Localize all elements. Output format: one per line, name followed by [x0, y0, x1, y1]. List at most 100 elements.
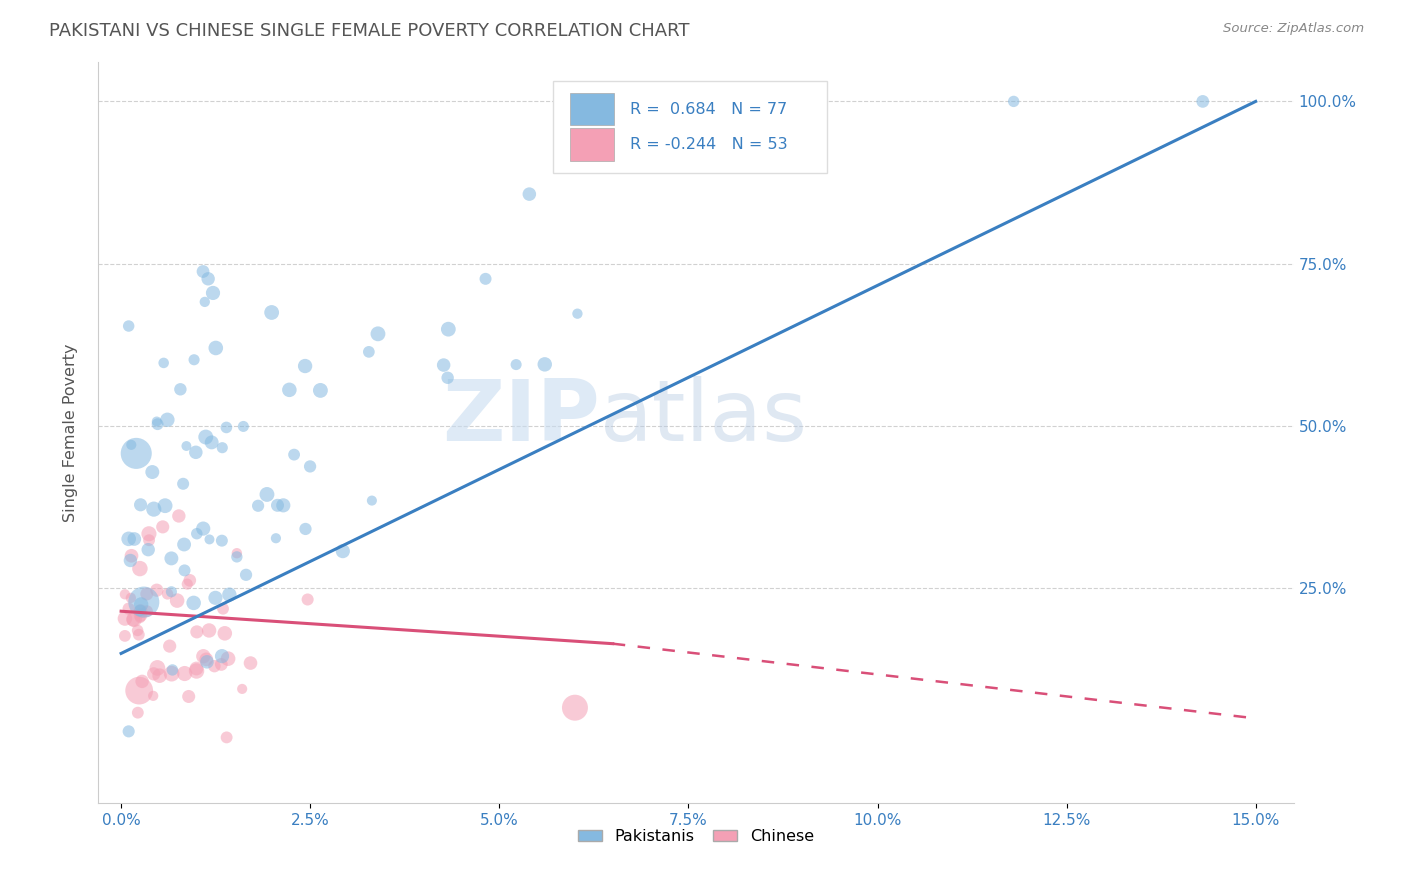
Point: [186, 624, 208, 639]
Text: R =  0.684   N = 77: R = 0.684 N = 77: [630, 102, 787, 117]
Point: [217, 651, 239, 665]
Point: [127, 624, 149, 638]
Point: [166, 593, 188, 607]
Point: [136, 542, 159, 557]
Point: [132, 595, 155, 609]
Point: [129, 498, 152, 512]
Point: [167, 508, 190, 523]
Point: [176, 577, 198, 591]
Point: [156, 413, 179, 427]
Point: [169, 382, 191, 396]
Point: [201, 285, 224, 300]
Point: [173, 666, 195, 681]
FancyBboxPatch shape: [571, 93, 613, 126]
Point: [436, 371, 458, 385]
Point: [214, 626, 236, 640]
Point: [114, 587, 136, 601]
Point: [142, 666, 165, 681]
FancyBboxPatch shape: [553, 81, 827, 173]
Point: [127, 706, 149, 720]
Point: [162, 663, 184, 677]
Point: [152, 356, 174, 370]
Point: [159, 639, 181, 653]
Point: [360, 493, 382, 508]
Point: [266, 498, 288, 512]
Point: [231, 681, 253, 696]
Point: [186, 664, 208, 678]
Text: Source: ZipAtlas.com: Source: ZipAtlas.com: [1223, 22, 1364, 36]
Point: [209, 657, 232, 672]
Point: [474, 272, 496, 286]
Point: [239, 656, 262, 670]
Point: [128, 683, 150, 698]
Point: [225, 546, 247, 560]
Point: [146, 661, 169, 675]
Point: [156, 587, 179, 601]
Point: [129, 604, 152, 618]
Point: [120, 438, 142, 452]
Point: [153, 499, 176, 513]
Text: atlas: atlas: [600, 376, 808, 459]
Point: [145, 583, 167, 598]
Point: [121, 549, 143, 563]
Point: [294, 359, 316, 373]
Point: [260, 305, 283, 319]
Point: [271, 499, 294, 513]
Point: [195, 652, 218, 666]
Point: [225, 549, 247, 564]
Point: [630, 111, 652, 125]
Point: [437, 322, 460, 336]
Point: [218, 588, 240, 602]
Point: [118, 601, 141, 615]
Point: [195, 655, 218, 669]
Point: [172, 476, 194, 491]
Point: [114, 611, 136, 625]
Point: [197, 272, 219, 286]
FancyBboxPatch shape: [571, 128, 613, 161]
Point: [114, 629, 136, 643]
Point: [128, 627, 150, 641]
Point: [211, 649, 233, 664]
Point: [202, 659, 225, 673]
Point: [212, 601, 235, 615]
Point: [198, 624, 221, 638]
Point: [179, 574, 201, 588]
Text: R = -0.244   N = 53: R = -0.244 N = 53: [630, 137, 787, 153]
Point: [142, 689, 165, 703]
Point: [138, 526, 160, 541]
Point: [256, 487, 278, 501]
Point: [129, 603, 152, 617]
Point: [278, 383, 301, 397]
Point: [433, 358, 456, 372]
Point: [215, 420, 238, 434]
Point: [283, 448, 305, 462]
Point: [211, 441, 233, 455]
Point: [125, 446, 148, 460]
Point: [129, 561, 152, 575]
Point: [146, 417, 169, 432]
Point: [149, 668, 172, 682]
Point: [294, 522, 316, 536]
Point: [297, 592, 319, 607]
Point: [160, 551, 183, 566]
Point: [235, 567, 257, 582]
Point: [122, 612, 145, 626]
Point: [1002, 95, 1025, 109]
Point: [160, 666, 183, 681]
Point: [177, 690, 200, 704]
Point: [247, 499, 270, 513]
Point: [193, 649, 215, 664]
Point: [357, 344, 380, 359]
Point: [122, 613, 145, 627]
Point: [299, 459, 322, 474]
Point: [211, 533, 233, 548]
Point: [204, 341, 226, 355]
Point: [184, 445, 207, 459]
Point: [129, 598, 152, 612]
Point: [194, 430, 217, 444]
Point: [198, 533, 221, 547]
Point: [505, 358, 527, 372]
Point: [517, 187, 540, 202]
Point: [141, 465, 163, 479]
Point: [367, 326, 389, 341]
